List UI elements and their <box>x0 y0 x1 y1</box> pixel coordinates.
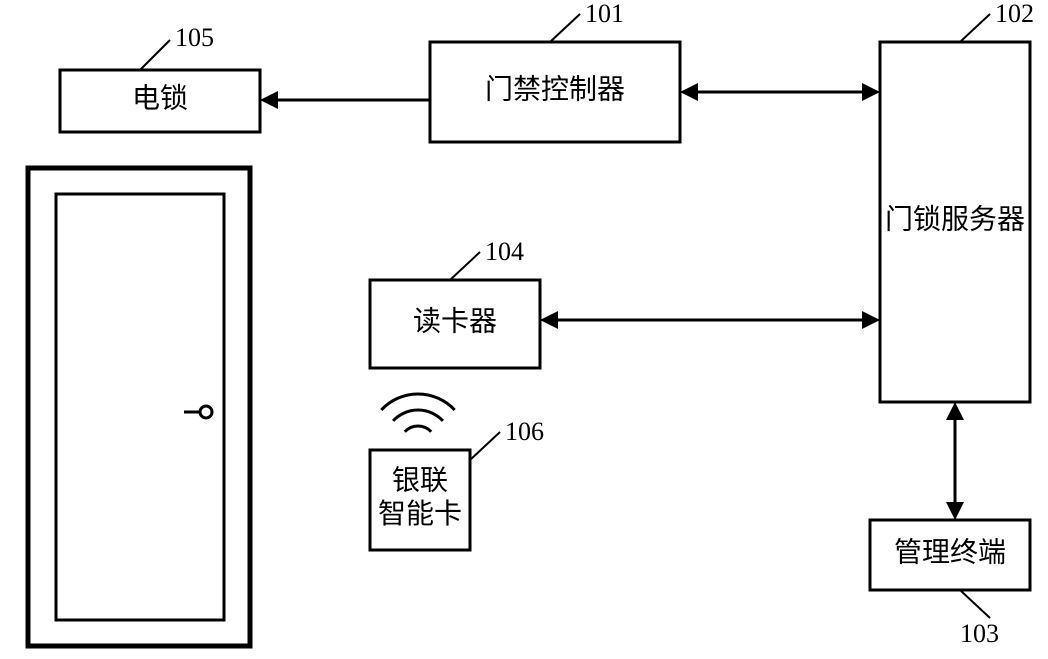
node-terminal-label: 管理终端 <box>894 536 1006 568</box>
ref-tick-lock <box>140 40 170 70</box>
node-card-label-line-1: 智能卡 <box>378 498 462 530</box>
ref-label-controller: 101 <box>585 0 624 28</box>
node-controller-label: 门禁控制器 <box>485 73 625 105</box>
node-server: 门锁服务器 <box>880 42 1030 402</box>
wireless-arc-2 <box>381 394 454 410</box>
ref-tick-reader <box>450 252 480 280</box>
ref-label-lock: 105 <box>175 23 214 52</box>
node-card: 银联智能卡 <box>370 450 470 550</box>
wireless-icon <box>381 394 454 432</box>
ref-label-terminal: 103 <box>960 619 999 648</box>
ref-label-card: 106 <box>505 417 544 446</box>
wireless-arc-0 <box>405 426 431 432</box>
ref-label-server: 102 <box>995 0 1034 28</box>
door-handle-knob <box>200 406 212 418</box>
ref-tick-controller <box>550 14 580 42</box>
node-server-label: 门锁服务器 <box>885 203 1025 235</box>
node-reader-label: 读卡器 <box>413 305 497 337</box>
node-lock: 电锁 <box>60 70 260 132</box>
ref-tick-server <box>960 14 990 42</box>
ref-tick-terminal <box>960 590 990 618</box>
ref-tick-card <box>470 432 500 460</box>
door-panel <box>56 194 224 620</box>
node-reader: 读卡器 <box>370 280 540 368</box>
wireless-arc-1 <box>393 410 443 421</box>
node-controller: 门禁控制器 <box>430 42 680 142</box>
node-lock-label: 电锁 <box>132 82 188 114</box>
door-frame <box>28 168 250 646</box>
ref-label-reader: 104 <box>485 237 524 266</box>
node-card-label-line-0: 银联 <box>392 465 448 497</box>
node-terminal: 管理终端 <box>870 520 1030 590</box>
